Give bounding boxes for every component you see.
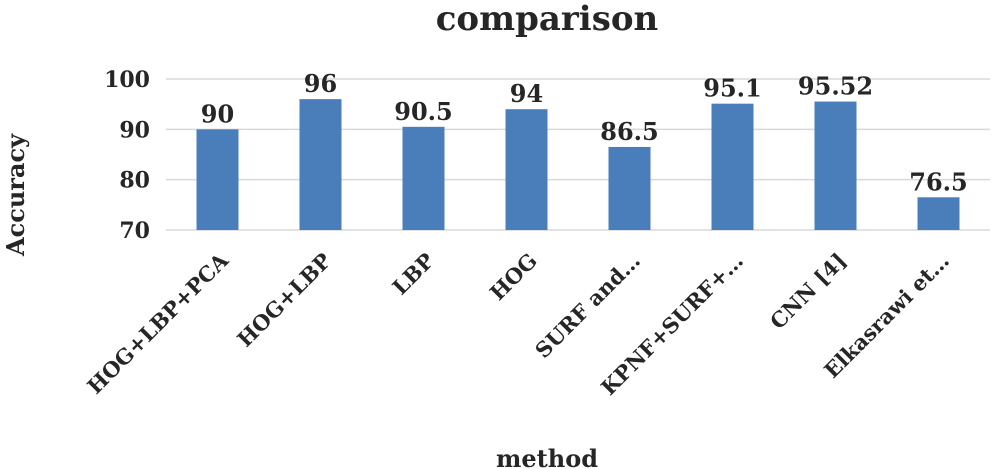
data-label: 94 <box>510 79 543 108</box>
x-category-label: HOG <box>485 248 542 305</box>
bar <box>814 101 857 230</box>
y-tick-label: 90 <box>119 117 150 143</box>
bar <box>196 129 239 230</box>
data-label: 95.1 <box>703 74 761 103</box>
y-axis-label: Accuracy <box>1 133 30 257</box>
y-tick-label: 80 <box>119 168 150 194</box>
x-category-label: SURF and… <box>530 248 645 363</box>
data-label: 86.5 <box>600 117 658 146</box>
x-category-label: CNN [4] <box>765 248 851 334</box>
x-axis-label: method <box>496 444 598 469</box>
bar <box>505 109 548 230</box>
bars <box>196 99 960 230</box>
bar <box>917 197 960 230</box>
chart-title: comparison <box>436 0 659 39</box>
bar <box>608 146 651 230</box>
y-axis-ticks: 70 80 90 100 <box>104 67 150 244</box>
data-label: 95.52 <box>798 72 873 101</box>
bar <box>299 99 342 230</box>
data-label: 90 <box>201 99 234 128</box>
data-labels: 90 96 90.5 94 86.5 95.1 95.52 76.5 <box>201 69 968 196</box>
data-label: 76.5 <box>909 167 967 196</box>
x-category-label: HOG+LBP <box>232 248 336 352</box>
bar <box>402 126 445 230</box>
gridlines <box>166 78 990 231</box>
data-label: 90.5 <box>394 97 452 126</box>
x-category-label: HOG+LBP+PCA <box>82 247 233 398</box>
x-category-label: LBP <box>387 248 439 300</box>
y-tick-label: 70 <box>119 218 150 244</box>
bar <box>711 103 754 230</box>
y-tick-label: 100 <box>104 67 150 93</box>
data-label: 96 <box>304 69 337 98</box>
